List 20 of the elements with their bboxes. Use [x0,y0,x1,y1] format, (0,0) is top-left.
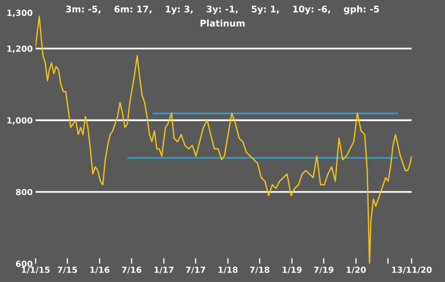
x-tick-label: 1/19 [282,266,302,274]
text: Platinum [200,20,245,27]
x-tick-label: 7/18 [250,266,270,274]
y-tick-label: 1,000 [7,117,32,125]
y-tick-label: 800 [16,188,32,196]
x-tick-label: 7/17 [186,266,206,274]
x-tick-label: 1/20 [346,266,366,274]
y-tick-label: 600 [16,260,32,267]
x-tick-label: 13/11/20 [392,266,432,274]
x-tick-label: 7/15 [58,266,77,274]
line-series [36,16,412,264]
x-tick-label: 1/1/15 [22,266,50,274]
y-tick-label: 1,200 [7,46,32,53]
x-tick-label: 1/17 [154,266,174,274]
y-tick-label: 1,300 [7,10,32,18]
x-tick-label: 1/18 [218,266,238,274]
x-tick-label: 7/16 [122,266,142,274]
x-tick-label: 1/16 [90,266,110,274]
x-tick-label: 7/19 [314,266,334,274]
chart-title: 3m: -5, 6m: 17, 1y: 3, 3y: -1, 5y: 1, 10y: -6, gph: -5 [66,5,379,14]
